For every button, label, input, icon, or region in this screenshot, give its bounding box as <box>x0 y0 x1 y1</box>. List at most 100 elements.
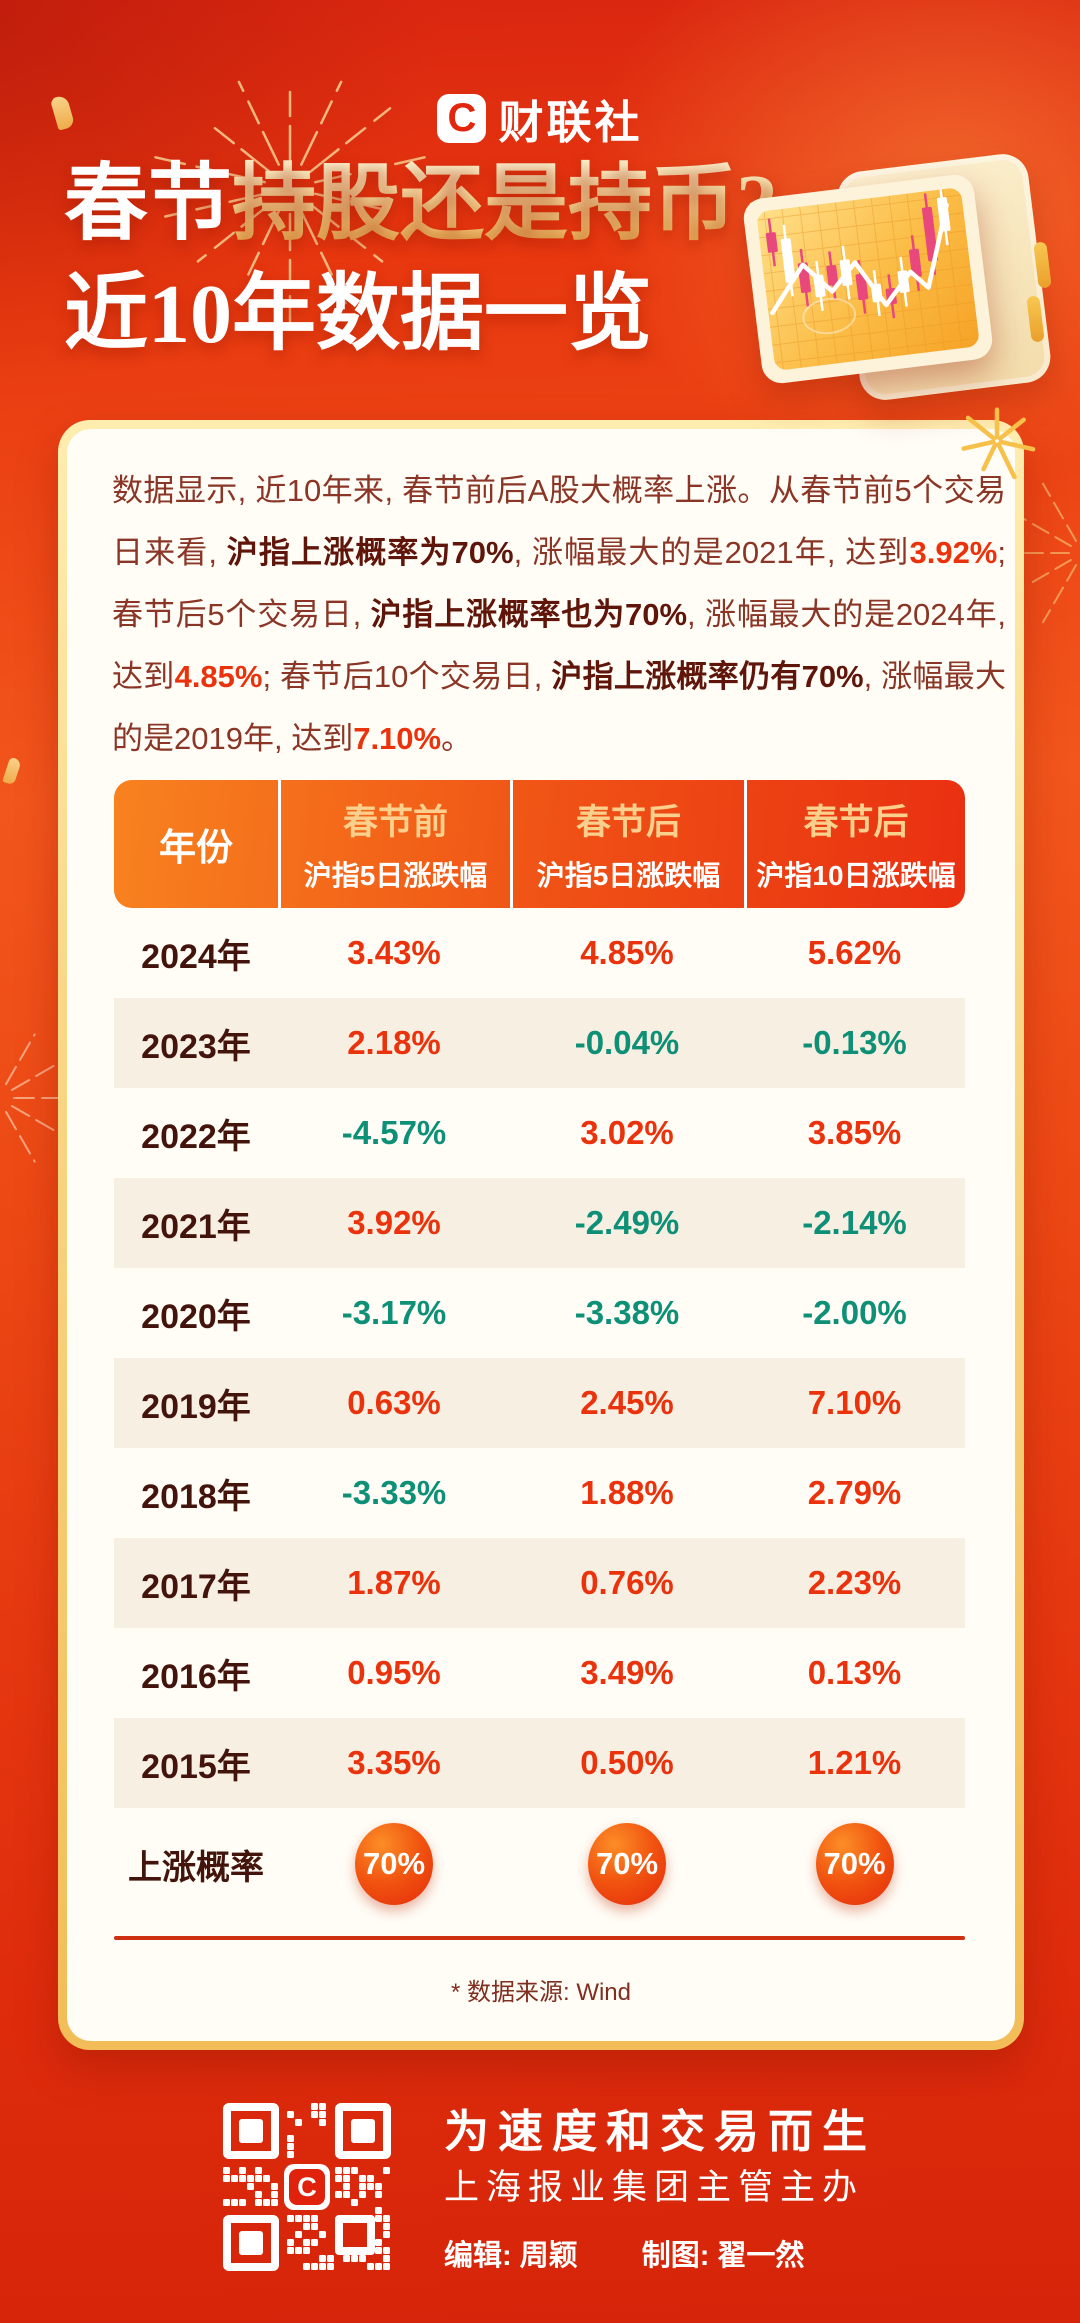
intro-segment: , 涨幅最大的是2024年, 达到 <box>112 597 1006 694</box>
intro-segment: 7.10% <box>353 721 442 756</box>
intro-segment: 。 <box>441 721 473 756</box>
qr-module <box>311 2111 318 2118</box>
qr-module <box>375 2263 382 2270</box>
intro-paragraph: 数据显示, 近10年来, 春节前后A股大概率上涨。从春节前5个交易日来看, 沪指… <box>112 460 1006 770</box>
qr-module <box>335 2167 342 2174</box>
qr-module <box>319 2103 326 2110</box>
qr-module <box>295 2247 302 2254</box>
qr-module <box>311 2223 318 2230</box>
qr-module <box>271 2191 278 2198</box>
title-line1: 春节持股还是持币? <box>64 150 778 260</box>
qr-module <box>295 2119 302 2126</box>
qr-module <box>287 2151 294 2158</box>
value-cell: 3.43% <box>347 934 441 971</box>
table-header: 年份 春节前 沪指5日涨跌幅 春节后 沪指5日涨跌幅 春节后 沪指10日涨跌幅 <box>114 780 965 908</box>
qr-module <box>255 2199 262 2206</box>
header-label: 春节后 <box>803 803 909 842</box>
value-cell: 0.63% <box>347 1384 441 1421</box>
value-cell: 1.21% <box>807 1744 902 1781</box>
qr-module <box>223 2199 230 2206</box>
qr-module <box>303 2247 310 2254</box>
intro-segment: , 涨幅最大的是2021年, 达到 <box>513 535 910 570</box>
title-line2: 近10年数据一览 <box>64 268 653 361</box>
qr-module <box>239 2199 246 2206</box>
qr-module <box>383 2167 390 2174</box>
qr-finder-icon <box>335 2103 391 2159</box>
value-cell: -2.49% <box>574 1204 680 1241</box>
header-label: 春节后 <box>575 803 681 842</box>
tablet-front-panel <box>741 172 995 386</box>
probability-badge: 70% <box>355 1823 433 1905</box>
value-cell: -2.14% <box>802 1204 907 1241</box>
stock-chart-illustration <box>741 151 1064 408</box>
qr-module <box>271 2183 278 2190</box>
value-cell: -3.33% <box>341 1474 447 1511</box>
qr-module <box>231 2199 238 2206</box>
qr-module <box>367 2175 374 2182</box>
qr-finder-icon <box>223 2103 279 2159</box>
qr-module <box>239 2175 246 2182</box>
value-cell: 0.13% <box>807 1654 902 1691</box>
table-row: 2021年 3.92% -2.49% -2.14% <box>114 1178 965 1268</box>
candlestick-chart-icon <box>756 187 980 371</box>
qr-module <box>303 2215 310 2222</box>
qr-module <box>303 2239 310 2246</box>
qr-module <box>255 2191 262 2198</box>
value-cell: -4.57% <box>341 1114 447 1151</box>
footer: 为速度和交易而生 上海报业集团主管主办 编辑: 周颖 制图: 翟一然 <box>444 2106 876 2274</box>
qr-module <box>223 2167 230 2174</box>
value-cell: 5.62% <box>807 934 902 971</box>
table-row: 2018年 -3.33% 1.88% 2.79% <box>114 1448 965 1538</box>
qr-module <box>359 2175 366 2182</box>
value-cell: -3.38% <box>574 1294 680 1331</box>
header-sublabel: 沪指5日涨跌幅 <box>303 860 488 891</box>
qr-module <box>343 2175 350 2182</box>
value-cell: 3.92% <box>347 1204 441 1241</box>
year-label: 2022年 <box>141 1117 251 1156</box>
header-post-festival-10d: 春节后沪指10日涨跌幅 <box>744 780 965 908</box>
qr-module <box>383 2247 390 2254</box>
qr-module <box>311 2263 318 2270</box>
candlestick-screen <box>756 187 980 371</box>
qr-module <box>295 2215 302 2222</box>
year-label: 2019年 <box>141 1387 251 1426</box>
qr-module <box>319 2231 326 2238</box>
qr-module <box>375 2247 382 2254</box>
qr-code: C <box>223 2103 391 2271</box>
qr-module <box>319 2263 326 2270</box>
qr-finder-dot <box>239 2119 263 2143</box>
intro-segment: ; 春节后10个交易日, <box>262 659 552 694</box>
table-row: 2017年 1.87% 0.76% 2.23% <box>114 1538 965 1628</box>
qr-module <box>359 2255 366 2262</box>
table-row: 2016年 0.95% 3.49% 0.13% <box>114 1628 965 1718</box>
table-row: 2023年 2.18% -0.04% -0.13% <box>114 998 965 1088</box>
value-cell: -3.17% <box>341 1294 447 1331</box>
value-cell: 7.10% <box>807 1384 902 1421</box>
logo-brand-name: 财联社 <box>498 97 643 148</box>
qr-module <box>383 2215 390 2222</box>
qr-module <box>343 2183 350 2190</box>
probability-row: 上涨概率 70% 70% 70% <box>114 1808 965 1920</box>
header-label: 年份 <box>159 827 233 868</box>
value-cell: 1.87% <box>347 1564 441 1601</box>
qr-module <box>375 2239 382 2246</box>
qr-module <box>263 2199 270 2206</box>
footer-credits: 编辑: 周颖 制图: 翟一然 <box>444 2232 876 2274</box>
year-label: 2020年 <box>141 1297 251 1336</box>
qr-module <box>359 2191 366 2198</box>
header-sublabel: 沪指10日涨跌幅 <box>756 860 956 891</box>
year-label: 2017年 <box>141 1567 251 1606</box>
table-row: 2015年 3.35% 0.50% 1.21% <box>114 1718 965 1808</box>
qr-module <box>287 2143 294 2150</box>
probability-badge-wrap: 70% <box>510 1823 744 1905</box>
qr-module <box>375 2183 382 2190</box>
qr-module <box>319 2255 326 2262</box>
qr-module <box>287 2239 294 2246</box>
value-cell: 3.35% <box>347 1744 441 1781</box>
value-cell: 3.02% <box>580 1114 674 1151</box>
year-label: 2023年 <box>141 1027 251 1066</box>
qr-module <box>247 2183 254 2190</box>
qr-module <box>311 2103 318 2110</box>
qr-module <box>319 2119 326 2126</box>
